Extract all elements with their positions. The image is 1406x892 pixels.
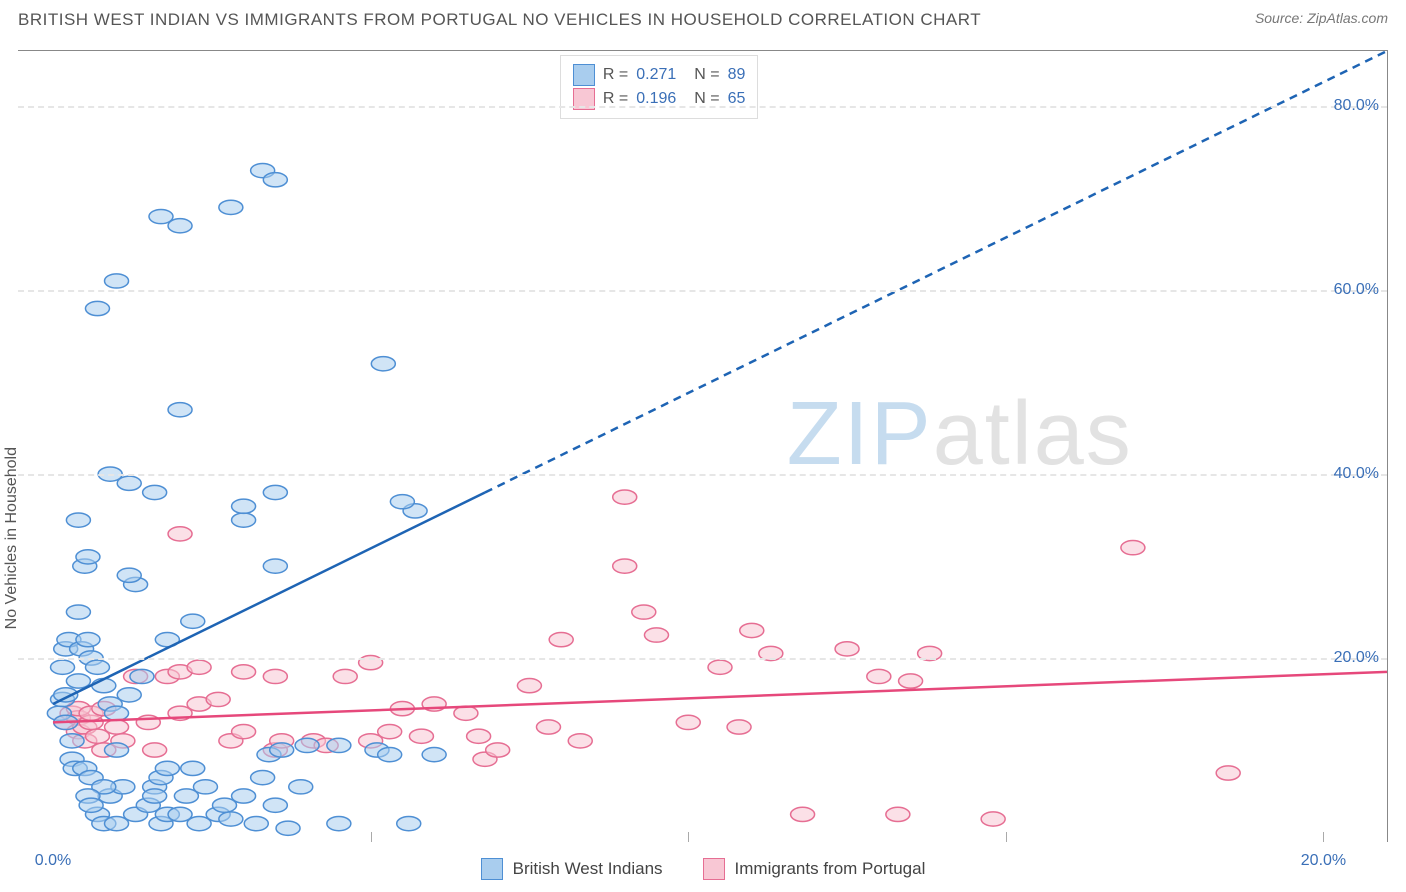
legend-swatch-blue (481, 858, 503, 880)
source-label: Source: (1255, 10, 1307, 26)
chart-title: BRITISH WEST INDIAN VS IMMIGRANTS FROM P… (18, 10, 981, 30)
plot-area: ZIPatlas R = 0.271 N = 89 R = 0.196 N = … (53, 51, 1387, 842)
legend-swatch (573, 64, 595, 86)
legend-item-blue: British West Indians (481, 858, 663, 880)
legend-swatch-pink (703, 858, 725, 880)
gridline (18, 658, 1387, 660)
chart-area: No Vehicles in Household ZIPatlas R = 0.… (18, 50, 1388, 842)
source-attribution: Source: ZipAtlas.com (1255, 10, 1388, 26)
legend-item-pink: Immigrants from Portugal (703, 858, 926, 880)
correlation-legend: R = 0.271 N = 89 R = 0.196 N = 65 (560, 55, 759, 119)
gridline (18, 290, 1387, 292)
r-label: R = (603, 66, 628, 84)
scatter-svg (53, 51, 1387, 842)
legend-label-blue: British West Indians (513, 859, 663, 879)
gridline (18, 106, 1387, 108)
series-legend: British West Indians Immigrants from Por… (0, 858, 1406, 880)
x-tick (371, 832, 372, 842)
x-tick (688, 832, 689, 842)
r-value: 0.271 (636, 66, 676, 84)
legend-label-pink: Immigrants from Portugal (735, 859, 926, 879)
source-name: ZipAtlas.com (1307, 10, 1388, 26)
n-value: 89 (728, 66, 746, 84)
x-tick (1323, 832, 1324, 842)
gridline (18, 474, 1387, 476)
x-tick (1006, 832, 1007, 842)
n-label: N = (694, 66, 719, 84)
legend-row-blue: R = 0.271 N = 89 (573, 64, 746, 86)
